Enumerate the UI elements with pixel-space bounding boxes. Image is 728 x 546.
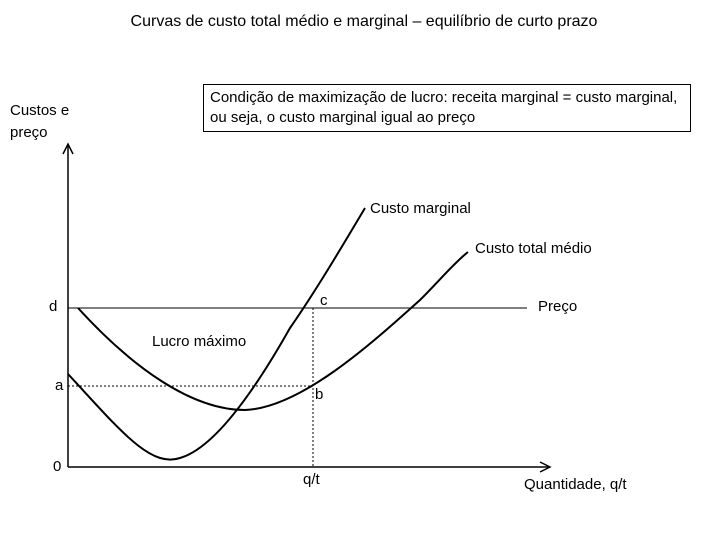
marginal-cost-curve [67,207,366,461]
origin-label: 0 [53,458,62,475]
average-total-cost-curve [77,251,469,412]
y-axis-label-line2: preço [10,124,48,141]
point-a-label: a [55,377,64,394]
price-label: Preço [538,298,578,315]
x-axis-arrowhead [539,461,552,473]
marginal-cost-label: Custo marginal [370,200,471,217]
quantity-tick-label: q/t [303,471,320,488]
y-axis-label-line1: Custos e [10,102,70,119]
x-axis-label: Quantidade, q/t [524,476,627,493]
max-profit-label: Lucro máximo [152,333,247,350]
point-b-label: b [315,386,324,403]
point-c-label: c [320,292,328,309]
profit-condition-note: Condição de maximização de lucro: receit… [203,84,691,132]
y-axis-arrowhead [62,142,74,155]
diagram-title: Curvas de custo total médio e marginal –… [130,13,598,30]
point-d-label: d [49,298,58,315]
average-total-cost-label: Custo total médio [475,240,592,257]
